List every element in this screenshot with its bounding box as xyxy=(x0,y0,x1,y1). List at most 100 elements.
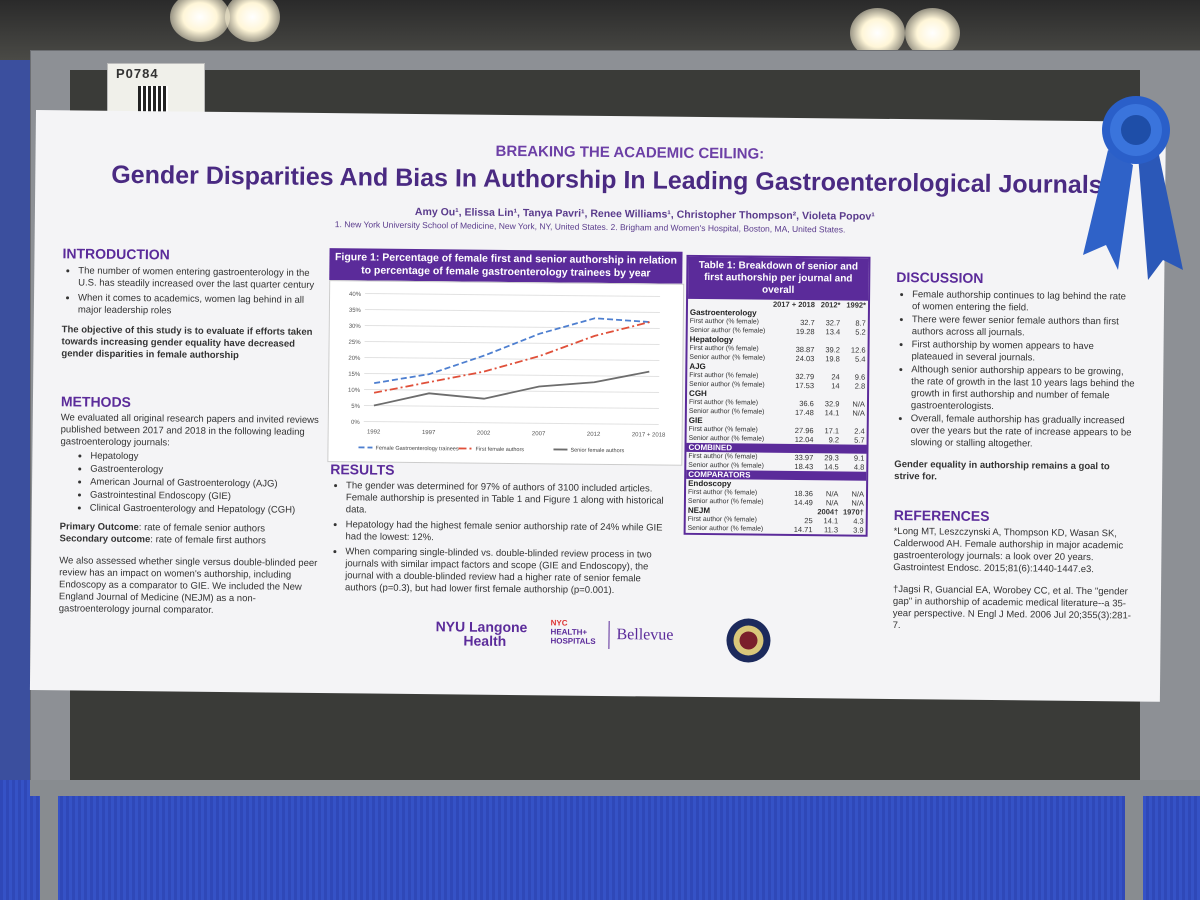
table-cell: 17.48 xyxy=(794,407,814,418)
x-tick-label: 2002 xyxy=(477,431,491,437)
list-item: American Journal of Gastroenterology (AJ… xyxy=(90,477,325,491)
booth-tag-id: P0784 xyxy=(116,66,159,81)
table-cell: N/A xyxy=(851,498,864,508)
table-cell: 14.49 xyxy=(794,497,813,508)
list-item: Clinical Gastroenterology and Hepatology… xyxy=(90,503,325,517)
table-heading: Table 1: Breakdown of senior and first a… xyxy=(688,256,869,301)
poster: BREAKING THE ACADEMIC CEILING: Gender Di… xyxy=(29,110,1166,702)
introduction-section: INTRODUCTION The number of women enterin… xyxy=(61,245,327,363)
legend-label: Senior female authors xyxy=(570,448,624,455)
column-header: 2004† xyxy=(817,507,839,517)
table-cell: 39.2 xyxy=(825,345,841,355)
table-cell: 25 xyxy=(804,516,813,526)
va-seal-icon xyxy=(726,618,771,663)
logo-text: HEALTH+ xyxy=(550,627,588,637)
table-cell: 18.36 xyxy=(794,488,813,499)
table-cell: 17.53 xyxy=(795,380,815,391)
gridline xyxy=(363,404,659,410)
gridline xyxy=(364,340,660,346)
list-item: Hepatology xyxy=(90,451,325,465)
table-cell: N/A xyxy=(852,408,865,418)
list-item: When it comes to academics, women lag be… xyxy=(78,292,327,319)
nyu-langone-logo: NYU Langone Health xyxy=(435,618,528,649)
table-cell: 17.1 xyxy=(824,426,840,436)
line-chart: 0% 5% 10% 15% 20% 25% 30% 35% 40% 1992 1997 2002 200… xyxy=(327,280,685,466)
logo-text: HOSPITALS xyxy=(550,636,596,646)
table-cell: 14.1 xyxy=(824,408,840,418)
gridline xyxy=(365,292,661,298)
table-cell: 18.43 xyxy=(794,461,814,472)
authorship-table: 2017 + 2018 2012* 1992* Gastroenterology Fir… xyxy=(686,299,868,535)
gridline xyxy=(363,420,659,426)
table-cell: 8.7 xyxy=(855,318,866,328)
column-header: 1970† xyxy=(842,507,864,517)
primary-outcome-text: : rate of female senior authors xyxy=(138,522,266,535)
list-item: The number of women entering gastroenter… xyxy=(78,265,327,292)
table-cell: 4.8 xyxy=(853,462,865,472)
y-tick-label: 30% xyxy=(349,324,362,330)
y-tick-label: 0% xyxy=(351,420,360,426)
ceiling-light xyxy=(905,8,960,58)
table-cell: 36.6 xyxy=(799,399,814,409)
legend-label: Female Gastroenterology trainees xyxy=(375,446,458,453)
y-tick-label: 35% xyxy=(349,308,362,314)
table-cell: 14 xyxy=(831,381,840,391)
figure-1: Figure 1: Percentage of female first and… xyxy=(327,248,685,466)
x-tick-label: 2007 xyxy=(532,431,546,437)
list-item: First authorship by women appears to hav… xyxy=(911,339,1135,365)
secondary-outcome: Secondary outcome: rate of female first … xyxy=(59,533,324,548)
table-cell: 38.87 xyxy=(795,344,815,355)
legend-label: First female authors xyxy=(475,447,524,454)
table-cell: 9.2 xyxy=(828,435,840,445)
table-cell: 9.6 xyxy=(854,372,866,382)
table-row: Senior author (% female) 14.71 11.3 3.9 xyxy=(686,524,866,535)
nyc-health-hospitals-logo: NYC HEALTH+ HOSPITALS xyxy=(550,618,595,645)
methods-heading: METHODS xyxy=(60,393,132,411)
y-tick-label: 5% xyxy=(351,404,360,410)
list-item: There were fewer senior female authors t… xyxy=(912,314,1136,340)
table-cell: 24.03 xyxy=(795,353,815,364)
table-cell: 9.1 xyxy=(853,453,865,463)
table-cell: 33.97 xyxy=(794,452,814,463)
poster-title: Gender Disparities And Bias In Authorshi… xyxy=(111,160,1103,200)
secondary-outcome-label: Secondary outcome xyxy=(59,533,151,546)
table-cell: N/A xyxy=(852,399,866,409)
x-tick-label: 1997 xyxy=(422,430,436,436)
frame-rail xyxy=(30,780,1200,796)
list-item: Gastrointestinal Endoscopy (GIE) xyxy=(90,490,325,504)
ceiling-light xyxy=(850,8,905,58)
list-item: When comparing single-blinded vs. double… xyxy=(345,546,674,597)
table-cell: 12.04 xyxy=(794,434,814,445)
table-cell: 14.1 xyxy=(823,516,839,526)
logo-divider xyxy=(608,621,610,650)
discussion-section: DISCUSSION Female authorship continues t… xyxy=(894,269,1136,486)
list-item: Hepatology had the highest female senior… xyxy=(345,519,674,546)
y-tick-label: 40% xyxy=(349,292,362,298)
introduction-heading: INTRODUCTION xyxy=(62,245,170,263)
table-cell: 2.8 xyxy=(854,381,866,391)
methods-text: We evaluated all original research paper… xyxy=(60,412,319,449)
table-cell: 3.9 xyxy=(853,525,864,535)
figure-heading: Figure 1: Percentage of female first and… xyxy=(329,248,683,284)
frame-leg xyxy=(40,780,58,900)
ceiling-light xyxy=(225,0,280,42)
discussion-conclusion: Gender equality in authorship remains a … xyxy=(894,459,1110,483)
logo-text: NYC xyxy=(550,618,568,628)
list-item: The gender was determined for 97% of aut… xyxy=(346,480,675,519)
x-tick-label: 1992 xyxy=(367,429,381,435)
table-cell: 14.71 xyxy=(793,524,813,535)
table-1: Table 1: Breakdown of senior and first a… xyxy=(683,254,871,537)
bellevue-logo: Bellevue xyxy=(616,626,674,644)
table-cell: 4.3 xyxy=(853,516,864,526)
gridline xyxy=(364,324,660,330)
list-item: Gastroenterology xyxy=(90,464,325,478)
ceiling-light xyxy=(170,0,230,42)
reference-item: †Jagsi R, Guancial EA, Worobey CC, et al… xyxy=(892,584,1131,632)
y-tick-label: 25% xyxy=(349,340,362,346)
list-item: Although senior authorship appears to be… xyxy=(911,364,1135,414)
table-cell: 5.2 xyxy=(855,327,866,337)
y-tick-label: 20% xyxy=(348,356,361,362)
table-cell: 32.7 xyxy=(800,318,815,328)
results-heading: RESULTS xyxy=(330,461,395,478)
logo-text: Health xyxy=(463,632,507,649)
